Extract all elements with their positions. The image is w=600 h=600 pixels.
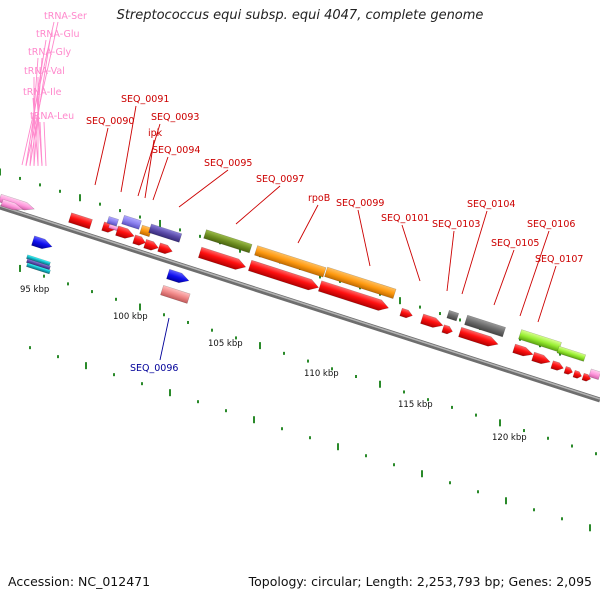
- gene-feature: [563, 366, 573, 375]
- gene-feature: [318, 280, 389, 311]
- gene-feature: [572, 369, 582, 379]
- feature-labels: 95 kbp 100 kbp 105 kbp 110 kbp 115 kbp 120 kb…: [20, 11, 583, 443]
- gene-feature: [198, 246, 247, 270]
- gene-feature: [106, 216, 119, 227]
- callout-line: [39, 121, 43, 166]
- gene-label: SEQ_0106: [527, 219, 575, 230]
- accession-text: Accession: NC_012471: [8, 574, 151, 589]
- gene-feature: [115, 225, 135, 239]
- scale-label: 115 kbp: [398, 400, 433, 410]
- callout-line: [537, 265, 557, 323]
- callout-line: [357, 209, 371, 267]
- callout-line: [159, 317, 170, 361]
- trna-label: tRNA-Ile: [23, 87, 62, 98]
- callout-line: [235, 185, 281, 225]
- genome-backbone-highlight: [0, 205, 600, 400]
- callout-line: [493, 249, 515, 306]
- gene-label: SEQ_0096: [130, 363, 178, 374]
- gene-feature: [203, 229, 253, 254]
- gene-label: SEQ_0094: [152, 145, 200, 156]
- callout-line: [297, 204, 319, 244]
- gene-feature: [157, 242, 173, 255]
- gene-feature: [68, 212, 93, 230]
- gene-label: SEQ_0091: [121, 94, 169, 105]
- callout-line: [461, 210, 488, 295]
- gene-label: SEQ_0090: [86, 116, 134, 127]
- scale-label: 105 kbp: [208, 339, 243, 349]
- gene-feature: [26, 262, 51, 275]
- gene-feature: [143, 239, 159, 251]
- gene-feature: [166, 268, 190, 284]
- tick-marks: [0, 168, 597, 532]
- callout-line: [43, 121, 47, 167]
- gene-feature: [420, 313, 444, 328]
- trna-label: tRNA-Leu: [30, 111, 74, 122]
- callout-line: [94, 127, 109, 186]
- gene-feature: [458, 326, 499, 347]
- callout-line: [178, 169, 229, 208]
- gene-feature: [108, 223, 119, 232]
- gene-feature: [0, 198, 24, 211]
- callout-line: [401, 224, 421, 282]
- gene-feature: [160, 285, 191, 304]
- callout-line: [29, 39, 51, 167]
- gene-label: SEQ_0104: [467, 199, 515, 210]
- callout-line: [144, 139, 155, 199]
- gene-feature: [581, 372, 591, 382]
- gene-feature: [531, 351, 551, 365]
- gene-feature: [399, 307, 413, 319]
- gene-label: SEQ_0097: [256, 174, 304, 185]
- scale-label: 120 kbp: [492, 433, 527, 443]
- callout-line: [446, 230, 455, 292]
- gene-feature: [148, 223, 183, 243]
- gene-label: SEQ_0105: [491, 238, 539, 249]
- gene-feature: [550, 360, 564, 371]
- gene-label: SEQ_0095: [204, 158, 252, 169]
- gene-feature: [248, 259, 319, 291]
- gene-feature: [556, 345, 587, 362]
- trna-label: tRNA-Ser: [44, 11, 87, 22]
- map-title: Streptococcus equi subsp. equi 4047, com…: [116, 8, 484, 23]
- gene-feature: [254, 245, 327, 278]
- gene-feature: [132, 234, 146, 246]
- gene-feature: [31, 235, 53, 250]
- callout-line: [137, 123, 161, 197]
- gene-feature: [139, 224, 153, 238]
- callout-line: [152, 156, 169, 201]
- gene-label: SEQ_0101: [381, 213, 429, 224]
- trna-label: tRNA-Glu: [36, 29, 80, 40]
- gene-label: SEQ_0107: [535, 254, 583, 265]
- gene-feature: [121, 214, 142, 230]
- gene-label: rpoB: [308, 193, 330, 204]
- callout-line: [25, 39, 47, 166]
- trna-label: tRNA-Val: [24, 66, 65, 77]
- genome-backbone: [0, 204, 600, 403]
- gene-feature: [512, 343, 534, 357]
- gene-label: ipk: [148, 128, 163, 139]
- label-callouts: [21, 21, 557, 361]
- scale-label: 100 kbp: [113, 312, 148, 322]
- gene-feature: [0, 193, 35, 211]
- gene-feature: [324, 266, 397, 299]
- feature-track: [0, 193, 600, 382]
- callout-line: [32, 97, 39, 166]
- callout-line: [120, 105, 137, 193]
- trna-label: tRNA-Gly: [28, 47, 71, 58]
- gene-label: SEQ_0093: [151, 112, 199, 123]
- gene-feature: [441, 324, 453, 335]
- gene-feature: [588, 368, 600, 380]
- gene-label: SEQ_0103: [432, 219, 480, 230]
- callout-line: [519, 230, 550, 317]
- scale-label: 95 kbp: [20, 285, 49, 295]
- gene-feature: [446, 309, 460, 322]
- topology-text: Topology: circular; Length: 2,253,793 bp…: [248, 574, 592, 589]
- scale-label: 110 kbp: [304, 369, 339, 379]
- gene-feature: [464, 314, 506, 338]
- gene-label: SEQ_0099: [336, 198, 384, 209]
